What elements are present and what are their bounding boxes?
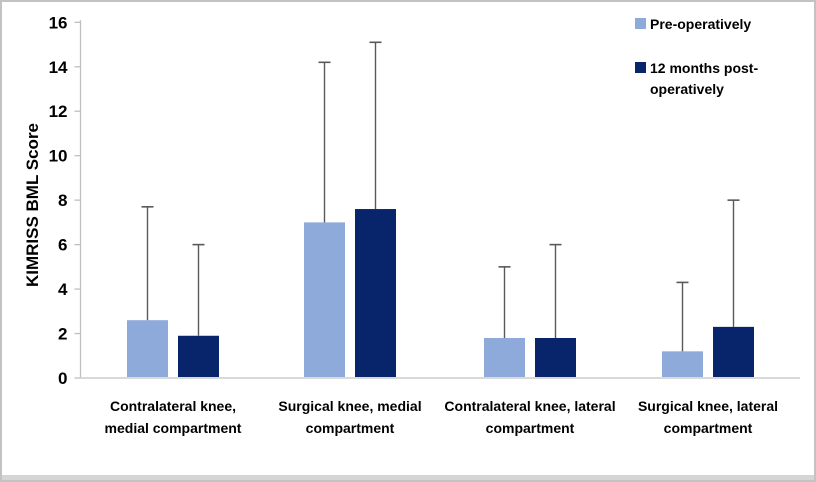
y-tick-label-0: 0 <box>58 369 67 388</box>
y-tick-label-2: 2 <box>58 325 67 344</box>
legend-label-line: operatively <box>650 81 724 97</box>
legend-item-12-months-post-operatively: 12 months post-operatively <box>635 58 758 100</box>
x-category-label-line: compartment <box>306 420 395 436</box>
legend-item-pre-operatively: Pre-operatively <box>635 14 758 35</box>
bar-12-months-post-operatively-group3 <box>535 337 576 378</box>
y-tick-label-8: 8 <box>58 191 67 210</box>
legend-label-line: 12 months post- <box>650 60 759 76</box>
legend-swatch-12-months-post-operatively <box>635 62 646 73</box>
x-category-label-line: Surgical knee, medial <box>278 398 421 414</box>
bar-pre-operatively-group4 <box>662 351 703 378</box>
bar-pre-operatively-group3 <box>484 337 525 378</box>
y-axis-title: KIMRISS BML Score <box>23 122 42 288</box>
bar-pre-operatively-group2 <box>304 222 345 378</box>
y-tick-label-14: 14 <box>49 58 68 77</box>
x-category-label-line: compartment <box>486 420 575 436</box>
x-category-label-line: Surgical knee, lateral <box>638 398 778 414</box>
legend: Pre-operatively 12 months post-operativel… <box>635 14 758 123</box>
x-category-label-group4: Surgical knee, lateral compartment <box>638 398 778 436</box>
x-category-label-group2: Surgical knee, medial compartment <box>278 398 421 436</box>
bar-12-months-post-operatively-group1 <box>178 335 219 378</box>
bar-12-months-post-operatively-group2 <box>355 209 396 378</box>
y-tick-label-12: 12 <box>49 102 68 121</box>
x-category-label-group3: Contralateral knee, lateral compartment <box>444 398 615 436</box>
x-category-label-line: Contralateral knee, <box>110 398 236 414</box>
legend-label-pre-operatively: Pre-operatively <box>650 14 751 35</box>
legend-label-12-months-post-operatively: 12 months post-operatively <box>650 58 758 100</box>
x-category-label-line: medial compartment <box>105 420 242 436</box>
y-tick-label-10: 10 <box>49 147 68 166</box>
x-category-label-line: Contralateral knee, lateral <box>444 398 615 414</box>
y-tick-label-16: 16 <box>49 13 68 32</box>
legend-label-line: Pre-operatively <box>650 16 752 32</box>
bar-12-months-post-operatively-group4 <box>713 326 754 378</box>
y-tick-label-4: 4 <box>58 280 68 299</box>
x-category-label-line: compartment <box>664 420 753 436</box>
y-tick-label-6: 6 <box>58 236 67 255</box>
legend-swatch-pre-operatively <box>635 18 646 29</box>
bottom-edge-strip <box>2 475 814 480</box>
bar-pre-operatively-group1 <box>127 320 168 378</box>
x-category-label-group1: Contralateral knee, medial compartment <box>105 398 242 436</box>
